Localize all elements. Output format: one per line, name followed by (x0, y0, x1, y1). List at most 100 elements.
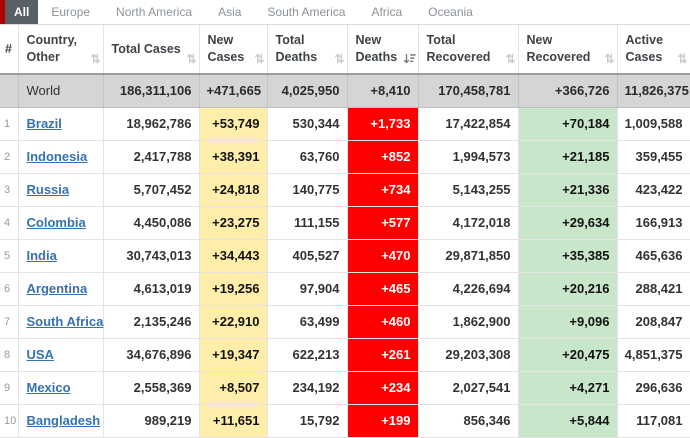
cell-active-cases: 166,913 (617, 206, 690, 240)
nav-edge-accent (0, 0, 5, 24)
column-header-total-recovered[interactable]: Total Recovered ⇅ (418, 25, 519, 75)
country-link[interactable]: Argentina (26, 281, 88, 296)
sort-both-icon[interactable]: ⇅ (604, 52, 615, 66)
world-row: World 186,311,106 +471,665 4,025,950 +8,… (0, 74, 690, 108)
cell-new-deaths: +734 (347, 173, 419, 207)
cell-total-recovered: 5,143,255 (418, 173, 519, 207)
cell-new-recovered: +21,336 (518, 173, 618, 207)
sort-both-icon[interactable]: ⇅ (677, 52, 688, 66)
cell-active-cases: 359,455 (617, 140, 690, 174)
table-row: 5 India 30,743,013 +34,443 405,527 +470 29,871… (0, 239, 690, 273)
column-label: Total Recovered (426, 33, 491, 64)
cell-new-recovered: +4,271 (518, 371, 618, 405)
cell-total-cases: 186,311,106 (103, 74, 200, 108)
tab-asia[interactable]: Asia (218, 5, 242, 19)
column-header-rank: # (0, 25, 19, 75)
cell-new-cases: +24,818 (199, 173, 268, 207)
column-label: Active Cases (625, 33, 664, 64)
tab-south-america[interactable]: South America (267, 5, 346, 19)
cell-total-cases: 4,450,086 (103, 206, 200, 240)
cell-country: Russia (18, 173, 104, 207)
cell-active-cases: 1,009,588 (617, 107, 690, 141)
cell-active-cases: 296,636 (617, 371, 690, 405)
table-row: 10 Bangladesh 989,219 +11,651 15,792 +199 856,… (0, 404, 690, 438)
table-row: 3 Russia 5,707,452 +24,818 140,775 +734 5,143,… (0, 173, 690, 207)
sort-both-icon[interactable]: ⇅ (90, 52, 101, 66)
cell-rank: 3 (0, 173, 19, 207)
sort-both-icon[interactable]: ⇅ (254, 52, 265, 66)
country-link[interactable]: Indonesia (26, 149, 88, 164)
cell-total-deaths: 97,904 (267, 272, 348, 306)
cell-active-cases: 288,421 (617, 272, 690, 306)
cell-new-cases: +22,910 (199, 305, 268, 339)
cell-total-cases: 18,962,786 (103, 107, 200, 141)
cell-total-cases: 2,417,788 (103, 140, 200, 174)
cell-total-deaths: 63,499 (267, 305, 348, 339)
cell-rank: 1 (0, 107, 19, 141)
column-header-total-cases[interactable]: Total Cases ⇅ (103, 25, 200, 75)
tab-europe[interactable]: Europe (51, 5, 91, 19)
column-header-new-recovered[interactable]: New Recovered ⇅ (518, 25, 618, 75)
column-header-new-deaths[interactable]: New Deaths (347, 25, 419, 75)
cell-total-cases: 34,676,896 (103, 338, 200, 372)
cell-country: Brazil (18, 107, 104, 141)
cell-total-recovered: 170,458,781 (418, 74, 519, 108)
table-row: 4 Colombia 4,450,086 +23,275 111,155 +577 4,17… (0, 206, 690, 240)
country-link[interactable]: Russia (26, 182, 70, 197)
cell-country: World (18, 74, 104, 108)
column-header-total-deaths[interactable]: Total Deaths ⇅ (267, 25, 348, 75)
tab-oceania[interactable]: Oceania (428, 5, 473, 19)
cell-rank: 5 (0, 239, 19, 273)
cell-total-cases: 2,558,369 (103, 371, 200, 405)
sort-both-icon[interactable]: ⇅ (505, 52, 516, 66)
cell-total-deaths: 405,527 (267, 239, 348, 273)
cell-total-deaths: 234,192 (267, 371, 348, 405)
cell-active-cases: 4,851,375 (617, 338, 690, 372)
cell-total-recovered: 1,862,900 (418, 305, 519, 339)
cell-new-cases: +11,651 (199, 404, 268, 438)
cell-active-cases: 117,081 (617, 404, 690, 438)
country-link[interactable]: South Africa (26, 314, 104, 329)
cell-new-deaths: +8,410 (347, 74, 419, 108)
cell-rank: 9 (0, 371, 19, 405)
country-link[interactable]: Bangladesh (26, 413, 101, 428)
sort-both-icon[interactable]: ⇅ (334, 52, 345, 66)
cell-new-deaths: +199 (347, 404, 419, 438)
cell-country: Colombia (18, 206, 104, 240)
country-link[interactable]: India (26, 248, 57, 263)
country-link[interactable]: Colombia (26, 215, 86, 230)
column-header-country[interactable]: Country, Other ⇅ (18, 25, 104, 75)
country-link[interactable]: USA (26, 347, 54, 362)
cell-new-recovered: +29,634 (518, 206, 618, 240)
tab-all[interactable]: All (5, 0, 39, 24)
cell-new-deaths: +1,733 (347, 107, 419, 141)
header-row: # Country, Other ⇅ Total Cases ⇅ New Cas… (0, 25, 690, 75)
column-header-active-cases[interactable]: Active Cases ⇅ (617, 25, 690, 75)
cell-total-recovered: 17,422,854 (418, 107, 519, 141)
cell-new-recovered: +35,385 (518, 239, 618, 273)
cell-new-recovered: +366,726 (518, 74, 618, 108)
cell-country: Argentina (18, 272, 104, 306)
cell-new-cases: +38,391 (199, 140, 268, 174)
country-link[interactable]: Brazil (26, 116, 62, 131)
cell-new-recovered: +21,185 (518, 140, 618, 174)
cell-total-deaths: 4,025,950 (267, 74, 348, 108)
cell-active-cases: 465,636 (617, 239, 690, 273)
cell-country: Indonesia (18, 140, 104, 174)
cell-total-recovered: 2,027,541 (418, 371, 519, 405)
column-label: Total Cases (111, 41, 181, 56)
tab-north-america[interactable]: North America (116, 5, 193, 19)
column-label: # (5, 41, 12, 56)
cell-total-deaths: 622,213 (267, 338, 348, 372)
cell-new-recovered: +20,475 (518, 338, 618, 372)
cell-country: South Africa (18, 305, 104, 339)
cell-new-deaths: +460 (347, 305, 419, 339)
column-label: Total Deaths (275, 33, 318, 64)
sort-both-icon[interactable]: ⇅ (186, 52, 197, 66)
column-header-new-cases[interactable]: New Cases ⇅ (199, 25, 268, 75)
table-row: 2 Indonesia 2,417,788 +38,391 63,760 +852 1,99… (0, 140, 690, 174)
cell-total-recovered: 4,172,018 (418, 206, 519, 240)
tab-africa[interactable]: Africa (371, 5, 403, 19)
sort-amount-desc-icon[interactable] (403, 53, 416, 65)
country-link[interactable]: Mexico (26, 380, 71, 395)
